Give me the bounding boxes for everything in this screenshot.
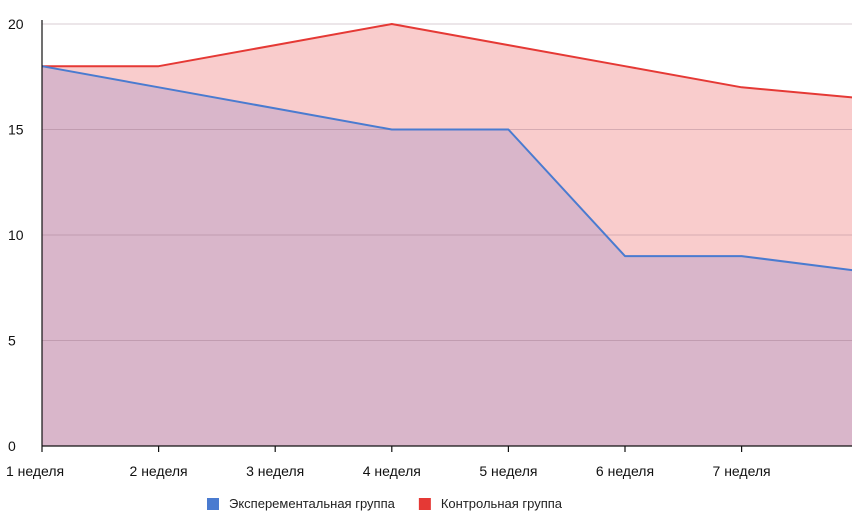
y-tick-label-0: 0	[8, 438, 16, 454]
x-tick-label-0: 1 неделя	[6, 463, 64, 479]
y-tick-label-3: 15	[8, 122, 24, 138]
x-tick-label-6: 7 неделя	[713, 463, 771, 479]
x-tick-label-2: 3 неделя	[246, 463, 304, 479]
y-tick-label-4: 20	[8, 16, 24, 32]
legend-label-1: Контрольная группа	[441, 496, 563, 511]
y-tick-label-1: 5	[8, 333, 16, 349]
legend-swatch-0	[207, 498, 219, 510]
x-tick-label-3: 4 неделя	[363, 463, 421, 479]
x-tick-label-1: 2 неделя	[130, 463, 188, 479]
line-series-0	[42, 23, 852, 99]
legend-label-0: Эксперементальная группа	[229, 496, 396, 511]
series-lines	[41, 23, 852, 272]
axes	[41, 20, 852, 452]
series-areas	[42, 24, 852, 446]
y-tick-labels: 0 5 10 15 20	[8, 16, 24, 454]
legend: Эксперементальная группа Контрольная груп…	[207, 496, 563, 511]
x-tick-label-5: 6 неделя	[596, 463, 654, 479]
y-tick-label-2: 10	[8, 227, 24, 243]
area-series-1	[42, 66, 852, 446]
x-tick-label-4: 5 неделя	[479, 463, 537, 479]
legend-swatch-1	[418, 498, 431, 510]
line-series-1	[41, 65, 852, 272]
x-tick-labels: 1 неделя 2 неделя 3 неделя 4 неделя 5 неделя…	[6, 463, 771, 479]
